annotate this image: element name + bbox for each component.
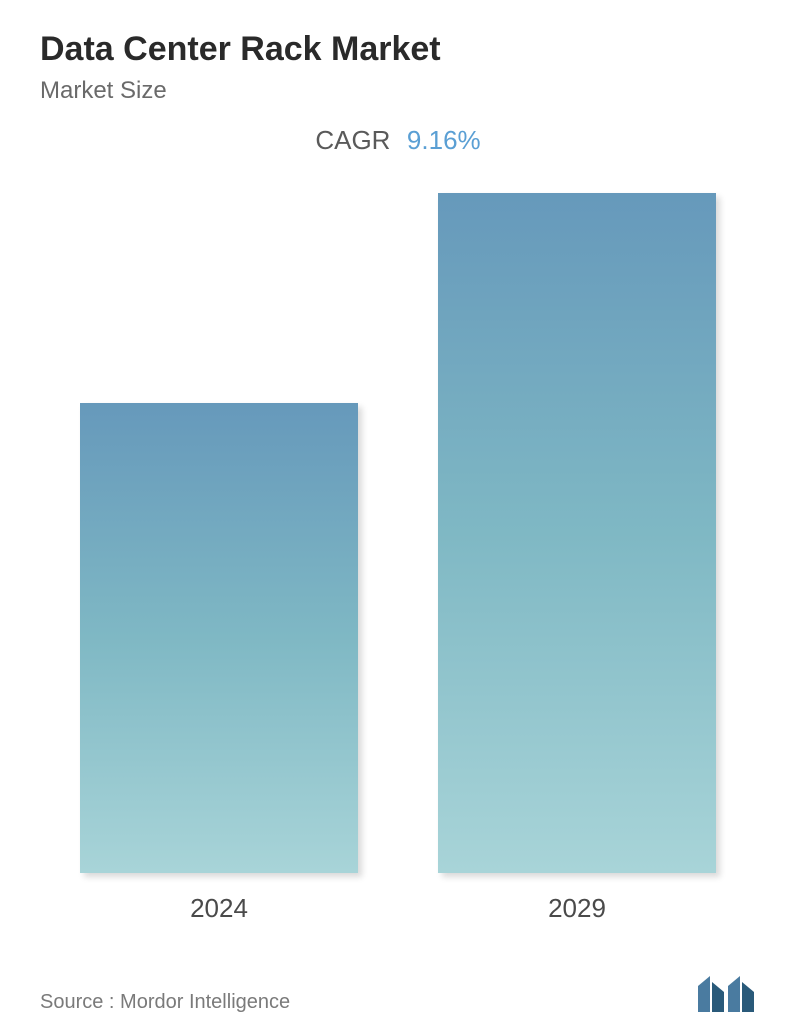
chart-title: Data Center Rack Market (40, 30, 756, 69)
bar-2029 (438, 193, 716, 873)
cagr-label: CAGR (315, 125, 390, 155)
bar-wrapper-2024: 2024 (80, 403, 358, 924)
source-text: Source : Mordor Intelligence (40, 991, 290, 1014)
bar-label-2024: 2024 (190, 893, 248, 924)
brand-logo-icon (696, 974, 756, 1014)
bar-2024 (80, 403, 358, 873)
bar-label-2029: 2029 (548, 893, 606, 924)
footer: Source : Mordor Intelligence (40, 944, 756, 1014)
chart-container: Data Center Rack Market Market Size CAGR… (0, 0, 796, 1034)
cagr-value: 9.16% (407, 125, 481, 155)
bar-wrapper-2029: 2029 (438, 193, 716, 924)
chart-subtitle: Market Size (40, 77, 756, 105)
chart-area: 2024 2029 (40, 186, 756, 944)
cagr-row: CAGR 9.16% (40, 125, 756, 156)
